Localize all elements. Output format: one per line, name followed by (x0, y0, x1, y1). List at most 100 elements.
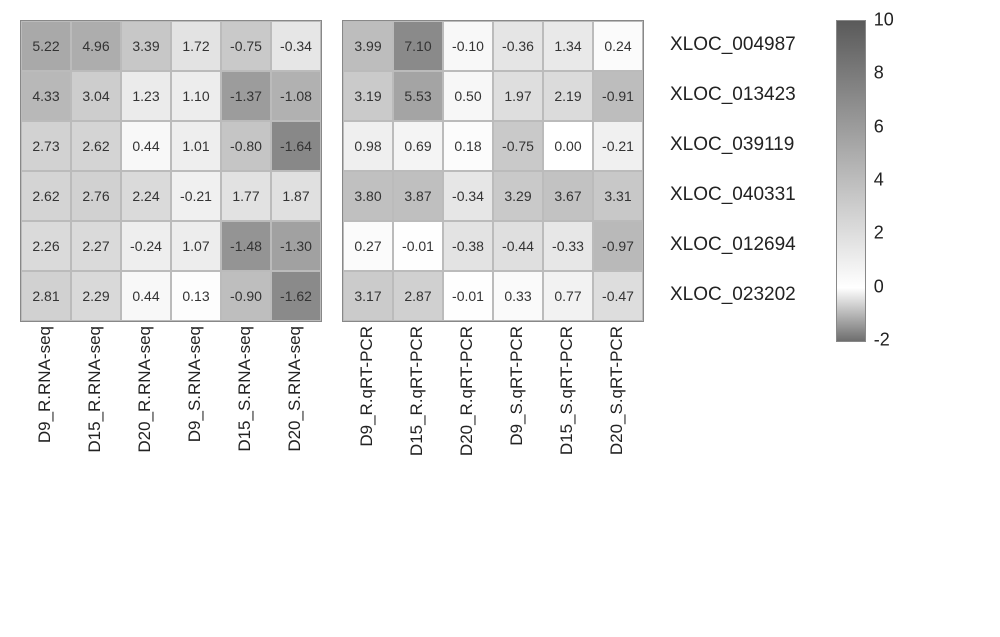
column-label-text: D9_R.qRT-PCR (357, 326, 377, 447)
column-label-text: D15_R.qRT-PCR (407, 326, 427, 456)
heatmap-cell: 0.77 (543, 271, 593, 321)
heatmap-cell: 0.33 (493, 271, 543, 321)
heatmap-grid-qrtpcr: 3.997.10-0.10-0.361.340.243.195.530.501.… (342, 20, 644, 322)
column-label: D15_R.RNA-seq (70, 326, 120, 516)
column-label-text: D9_S.qRT-PCR (507, 326, 527, 446)
heatmap-row: 5.224.963.391.72-0.75-0.34 (21, 21, 321, 71)
panel-qrtpcr: 3.997.10-0.10-0.361.340.243.195.530.501.… (342, 20, 644, 516)
heatmap-cell: 0.18 (443, 121, 493, 171)
column-labels-rnaseq: D9_R.RNA-seq D15_R.RNA-seq D20_R.RNA-seq D9… (20, 326, 322, 516)
heatmap-cell: -1.62 (271, 271, 321, 321)
heatmap-cell: 7.10 (393, 21, 443, 71)
heatmap-cell: 3.39 (121, 21, 171, 71)
row-label: XLOC_040331 (668, 170, 796, 220)
heatmap-cell: 2.19 (543, 71, 593, 121)
heatmap-cell: -1.48 (221, 221, 271, 271)
heatmap-cell: 1.34 (543, 21, 593, 71)
heatmap-cell: -0.44 (493, 221, 543, 271)
heatmap-cell: 1.10 (171, 71, 221, 121)
row-label: XLOC_023202 (668, 270, 796, 320)
row-label: XLOC_013423 (668, 70, 796, 120)
heatmap-cell: 5.53 (393, 71, 443, 121)
colorbar-tick: 6 (874, 116, 884, 137)
column-label-text: D20_S.qRT-PCR (607, 326, 627, 455)
row-label: XLOC_004987 (668, 20, 796, 70)
heatmap-cell: 0.27 (343, 221, 393, 271)
heatmap-cell: 2.26 (21, 221, 71, 271)
heatmap-row: 3.172.87-0.010.330.77-0.47 (343, 271, 643, 321)
heatmap-cell: -0.10 (443, 21, 493, 71)
heatmap-cell: 2.87 (393, 271, 443, 321)
heatmap-cell: 1.77 (221, 171, 271, 221)
heatmap-cell: 2.73 (21, 121, 71, 171)
heatmap-cell: 1.23 (121, 71, 171, 121)
heatmap-cell: 1.01 (171, 121, 221, 171)
colorbar-tick: 4 (874, 170, 884, 191)
column-label: D20_S.RNA-seq (270, 326, 320, 516)
column-label: D9_S.RNA-seq (170, 326, 220, 516)
column-label-text: D15_S.RNA-seq (235, 326, 255, 452)
column-label: D15_R.qRT-PCR (392, 326, 442, 516)
heatmap-cell: 2.29 (71, 271, 121, 321)
heatmap-cell: 5.22 (21, 21, 71, 71)
column-label: D9_R.RNA-seq (20, 326, 70, 516)
heatmap-cell: -0.01 (443, 271, 493, 321)
column-label: D15_S.qRT-PCR (542, 326, 592, 516)
row-labels: XLOC_004987XLOC_013423XLOC_039119XLOC_04… (668, 20, 796, 320)
heatmap-cell: -0.33 (543, 221, 593, 271)
heatmap-cell: 4.96 (71, 21, 121, 71)
heatmap-cell: -1.37 (221, 71, 271, 121)
heatmap-cell: 1.97 (493, 71, 543, 121)
heatmap-cell: 0.69 (393, 121, 443, 171)
heatmap-cell: 2.62 (71, 121, 121, 171)
column-label-text: D20_R.RNA-seq (135, 326, 155, 453)
column-label-text: D15_R.RNA-seq (85, 326, 105, 453)
colorbar-gradient (836, 20, 866, 342)
heatmap-row: 2.622.762.24-0.211.771.87 (21, 171, 321, 221)
heatmap-cell: 1.07 (171, 221, 221, 271)
heatmap-row: 3.803.87-0.343.293.673.31 (343, 171, 643, 221)
panel-rnaseq: 5.224.963.391.72-0.75-0.344.333.041.231.… (20, 20, 322, 516)
heatmap-cell: -0.75 (221, 21, 271, 71)
heatmap-cell: 2.76 (71, 171, 121, 221)
heatmap-cell: -0.91 (593, 71, 643, 121)
heatmap-cell: -0.36 (493, 21, 543, 71)
heatmap-cell: 1.87 (271, 171, 321, 221)
column-label-text: D20_R.qRT-PCR (457, 326, 477, 456)
heatmap-cell: 4.33 (21, 71, 71, 121)
heatmap-row: 2.732.620.441.01-0.80-1.64 (21, 121, 321, 171)
heatmap-cell: -0.97 (593, 221, 643, 271)
row-label: XLOC_012694 (668, 220, 796, 270)
heatmap-cell: 0.24 (593, 21, 643, 71)
column-label: D9_S.qRT-PCR (492, 326, 542, 516)
heatmap-cell: -0.34 (443, 171, 493, 221)
heatmap-cell: 3.17 (343, 271, 393, 321)
heatmap-cell: 0.44 (121, 271, 171, 321)
heatmap-figure: 5.224.963.391.72-0.75-0.344.333.041.231.… (20, 20, 980, 516)
column-label: D9_R.qRT-PCR (342, 326, 392, 516)
column-labels-qrtpcr: D9_R.qRT-PCR D15_R.qRT-PCR D20_R.qRT-PCR D9… (342, 326, 644, 516)
heatmap-cell: 3.31 (593, 171, 643, 221)
column-label: D15_S.RNA-seq (220, 326, 270, 516)
heatmap-cell: 3.80 (343, 171, 393, 221)
column-label: D20_R.qRT-PCR (442, 326, 492, 516)
heatmap-cell: 1.72 (171, 21, 221, 71)
heatmap-cell: 0.50 (443, 71, 493, 121)
heatmap-cell: 3.67 (543, 171, 593, 221)
heatmap-cell: -0.34 (271, 21, 321, 71)
heatmap-cell: 3.29 (493, 171, 543, 221)
heatmap-cell: 3.19 (343, 71, 393, 121)
heatmap-cell: 3.87 (393, 171, 443, 221)
heatmap-cell: -1.64 (271, 121, 321, 171)
heatmap-row: 0.27-0.01-0.38-0.44-0.33-0.97 (343, 221, 643, 271)
heatmap-cell: -0.21 (171, 171, 221, 221)
heatmap-cell: 0.00 (543, 121, 593, 171)
heatmap-cell: 2.81 (21, 271, 71, 321)
heatmap-row: 4.333.041.231.10-1.37-1.08 (21, 71, 321, 121)
heatmap-cell: 2.27 (71, 221, 121, 271)
heatmap-cell: 0.98 (343, 121, 393, 171)
row-label: XLOC_039119 (668, 120, 796, 170)
heatmap-cell: -0.47 (593, 271, 643, 321)
heatmap-row: 2.262.27-0.241.07-1.48-1.30 (21, 221, 321, 271)
heatmap-cell: -0.75 (493, 121, 543, 171)
